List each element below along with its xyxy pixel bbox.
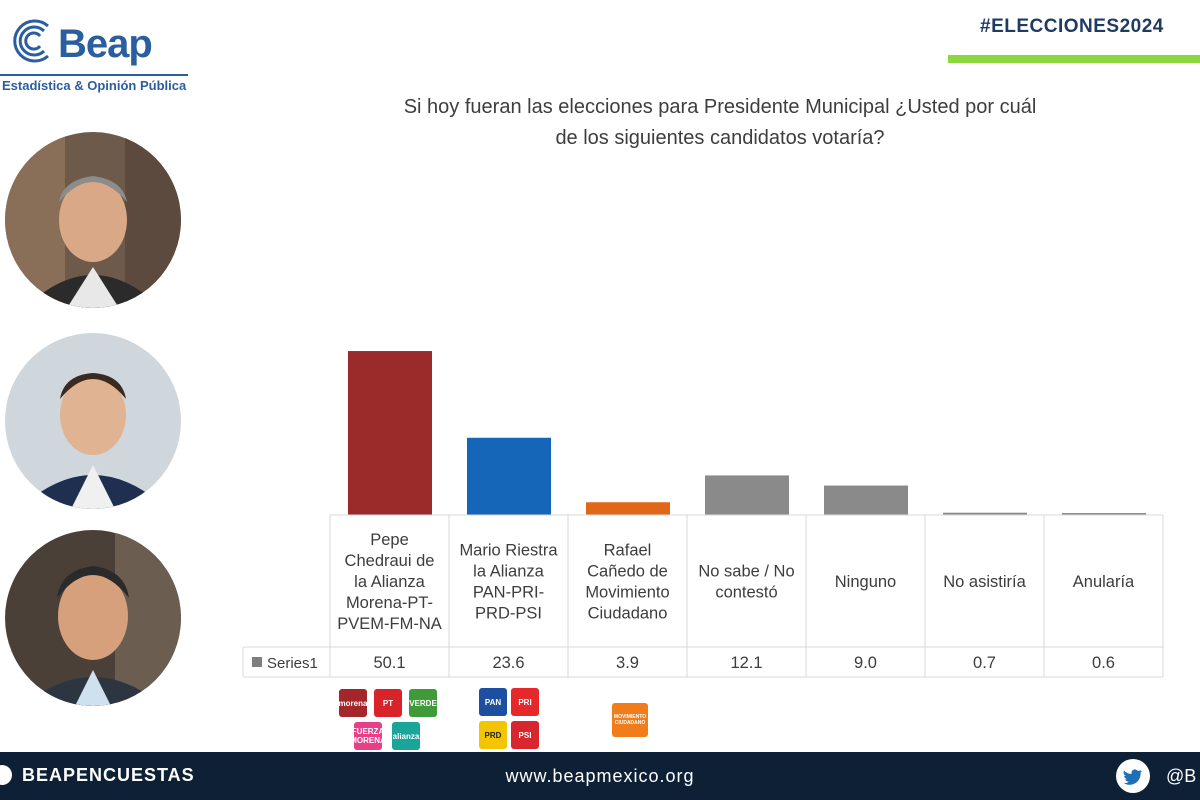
bar-6 bbox=[1062, 513, 1146, 515]
category-label-3-0: No sabe / No bbox=[698, 563, 794, 581]
logo-divider bbox=[0, 74, 188, 76]
category-label-1-0: Mario Riestra bbox=[459, 542, 558, 560]
category-label-0-2: la Alianza bbox=[354, 573, 425, 591]
value-label-0: 50.1 bbox=[373, 654, 405, 672]
footer-bar: BEAPENCUESTAS www.beapmexico.org @B bbox=[0, 752, 1200, 800]
category-label-5-0: No asistiría bbox=[943, 573, 1026, 591]
category-label-1-1: la Alianza bbox=[473, 563, 544, 581]
category-label-4-0: Ninguno bbox=[835, 573, 896, 591]
survey-question: Si hoy fueran las elecciones para Presid… bbox=[330, 92, 1110, 154]
category-label-1-3: PRD-PSI bbox=[475, 605, 542, 623]
party-logo-g2-0: PAN bbox=[479, 688, 507, 716]
candidate-photo-3 bbox=[5, 530, 181, 706]
category-label-6-0: Anularía bbox=[1073, 573, 1135, 591]
footer-handle: BEAPENCUESTAS bbox=[22, 765, 195, 785]
question-line-2: de los siguientes candidatos votaría? bbox=[555, 127, 885, 149]
party-logo-g3-0: MOVIMIENTO CIUDADANO bbox=[612, 703, 648, 737]
legend-label: Series1 bbox=[267, 655, 318, 672]
party-logo-g2-2: PRD bbox=[479, 721, 507, 749]
legend-marker bbox=[252, 657, 262, 667]
party-logo-g1-3: FUERZA MORENA bbox=[354, 722, 382, 750]
brand-name: Beap bbox=[58, 22, 153, 66]
category-label-2-1: Cañedo de bbox=[587, 563, 668, 581]
value-label-5: 0.7 bbox=[973, 654, 996, 672]
footer-twitter-handle: @B bbox=[1166, 766, 1197, 786]
value-label-1: 23.6 bbox=[492, 654, 524, 672]
social-icon bbox=[0, 765, 12, 785]
value-label-3: 12.1 bbox=[730, 654, 762, 672]
value-label-4: 9.0 bbox=[854, 654, 877, 672]
party-logo-g2-1: PRI bbox=[511, 688, 539, 716]
candidate-photo-1 bbox=[5, 132, 181, 308]
bar-5 bbox=[943, 512, 1027, 515]
twitter-icon[interactable] bbox=[1116, 759, 1150, 793]
party-logo-g1-1: PT bbox=[374, 689, 402, 717]
hashtag-underline bbox=[948, 55, 1200, 63]
question-line-1: Si hoy fueran las elecciones para Presid… bbox=[403, 96, 1037, 118]
category-label-2-2: Movimiento bbox=[585, 584, 669, 602]
beap-logo: Beap Estadística & Opinión Pública bbox=[0, 8, 200, 98]
brand-tagline: Estadística & Opinión Pública bbox=[2, 78, 187, 93]
value-label-6: 0.6 bbox=[1092, 654, 1115, 672]
category-label-0-1: Chedraui de bbox=[345, 552, 435, 570]
beap-swirl-icon bbox=[13, 19, 49, 63]
category-label-0-3: Morena-PT- bbox=[346, 594, 433, 612]
candidate-photo-2 bbox=[5, 333, 181, 509]
party-logo-g1-0: morena bbox=[339, 689, 367, 717]
bar-1 bbox=[467, 437, 551, 515]
category-label-2-0: Rafael bbox=[604, 542, 652, 560]
category-label-3-1: contestó bbox=[715, 584, 777, 602]
vote-intention-chart: Pepe Chedraui de la Alianza Morena-PT- PVEM-… bbox=[242, 351, 1164, 678]
category-label-0-4: PVEM-FM-NA bbox=[337, 615, 442, 633]
hashtag-title: #ELECCIONES2024 bbox=[980, 16, 1164, 37]
value-label-2: 3.9 bbox=[616, 654, 639, 672]
category-label-1-2: PAN-PRI- bbox=[473, 584, 544, 602]
party-logo-g1-4: alianza bbox=[392, 722, 420, 750]
footer-website[interactable]: www.beapmexico.org bbox=[505, 766, 695, 786]
party-logo-g1-2: VERDE bbox=[409, 689, 437, 717]
category-label-2-3: Ciudadano bbox=[588, 605, 668, 623]
bar-4 bbox=[824, 485, 908, 515]
bar-0 bbox=[348, 351, 432, 515]
bar-2 bbox=[586, 502, 670, 515]
bar-3 bbox=[705, 475, 789, 515]
party-logo-g2-3: PSI bbox=[511, 721, 539, 749]
category-label-0-0: Pepe bbox=[370, 531, 409, 549]
